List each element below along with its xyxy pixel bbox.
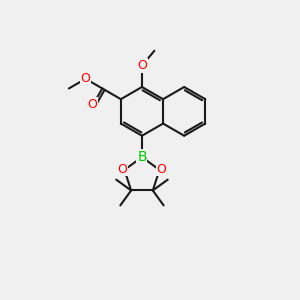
Text: B: B <box>137 150 147 164</box>
Text: O: O <box>137 59 147 72</box>
Text: O: O <box>157 163 166 176</box>
Text: O: O <box>81 72 91 85</box>
Text: O: O <box>88 98 98 111</box>
Text: O: O <box>117 163 127 176</box>
